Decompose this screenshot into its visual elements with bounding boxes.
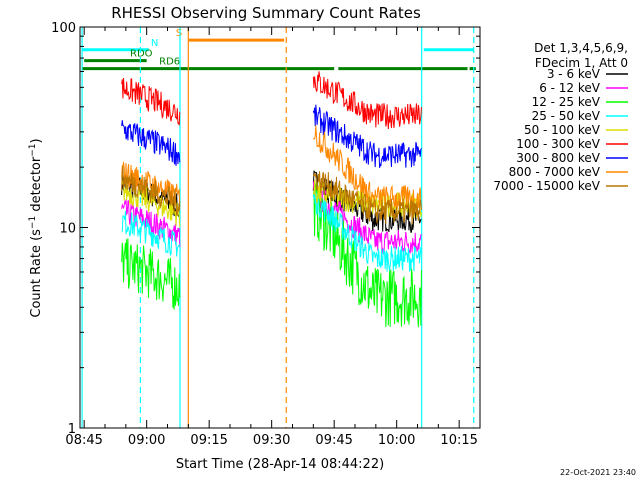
series-line xyxy=(121,166,181,216)
y-axis: 1 10 100 xyxy=(51,21,480,437)
legend-entry-label: 6 - 12 keV xyxy=(539,81,601,95)
legend-entry-label: 300 - 800 keV xyxy=(516,151,600,165)
series-line xyxy=(121,238,181,310)
x-tick-label: 09:30 xyxy=(253,433,290,448)
legend-entry-label: 100 - 300 keV xyxy=(516,137,600,151)
y-tick-label: 10 xyxy=(59,222,76,237)
data-series xyxy=(121,71,422,328)
x-axis-label: Start Time (28-Apr-14 08:44:22) xyxy=(176,457,384,472)
x-axis: 08:45 09:00 09:15 09:30 09:45 10:00 10:15 xyxy=(65,27,481,448)
flag-bars: N S RDO RD6 xyxy=(82,28,476,71)
legend-entry-label: 12 - 25 keV xyxy=(532,95,601,109)
x-tick-label: 10:00 xyxy=(378,433,415,448)
y-tick-label: 1 xyxy=(68,422,76,437)
y-tick-label: 100 xyxy=(51,21,76,36)
x-tick-label: 08:45 xyxy=(65,433,102,448)
series-line xyxy=(312,190,422,272)
series-line xyxy=(312,104,422,168)
series-line xyxy=(312,171,422,225)
legend-entry-label: 3 - 6 keV xyxy=(547,67,601,81)
series-line xyxy=(121,210,181,257)
x-tick-label: 09:00 xyxy=(128,433,165,448)
series-line xyxy=(121,78,181,126)
legend-entry-label: 7000 - 15000 keV xyxy=(493,179,600,193)
series-line xyxy=(312,125,422,211)
legend-entry-label: 800 - 7000 keV xyxy=(509,165,601,179)
legend-entry-label: 50 - 100 keV xyxy=(524,123,601,137)
chart-title: RHESSI Observing Summary Count Rates xyxy=(111,4,421,22)
legend-header: FDecim 1, Att 0 xyxy=(535,56,628,70)
vertical-markers xyxy=(81,27,475,428)
flag-label-rdo: RDO xyxy=(130,49,153,60)
series-line xyxy=(121,199,181,247)
flag-label-n: N xyxy=(151,38,158,49)
legend: Det 1,3,4,5,6,9,FDecim 1, Att 03 - 6 keV… xyxy=(493,41,628,193)
x-tick-label: 09:45 xyxy=(315,433,352,448)
series-line xyxy=(121,120,181,166)
x-tick-label: 10:15 xyxy=(440,433,477,448)
x-tick-label: 09:15 xyxy=(190,433,227,448)
series-line xyxy=(312,71,422,130)
flag-label-rd6: RD6 xyxy=(159,57,180,68)
footer-date: 22-Oct-2021 23:40 xyxy=(560,468,636,477)
y-axis-label: Count Rate (s−1 detector−1) xyxy=(28,138,44,317)
legend-entry-label: 25 - 50 keV xyxy=(532,109,601,123)
flag-label-s: S xyxy=(176,28,182,39)
legend-header: Det 1,3,4,5,6,9, xyxy=(534,41,628,55)
